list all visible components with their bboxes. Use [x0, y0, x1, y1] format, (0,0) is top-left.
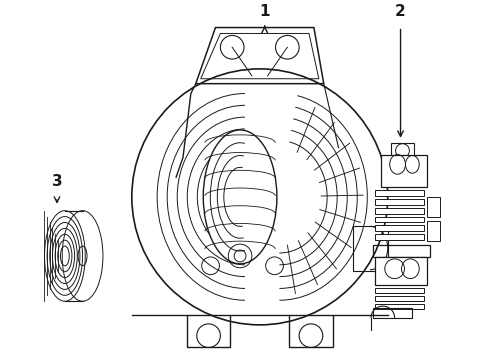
Circle shape: [132, 69, 388, 325]
Polygon shape: [381, 154, 427, 187]
Polygon shape: [375, 304, 424, 309]
Polygon shape: [375, 234, 424, 240]
Polygon shape: [375, 217, 424, 222]
Text: 1: 1: [259, 4, 270, 19]
Polygon shape: [375, 257, 427, 285]
Text: 3: 3: [51, 174, 62, 189]
Polygon shape: [375, 296, 424, 301]
Polygon shape: [375, 199, 424, 205]
Polygon shape: [375, 208, 424, 213]
Polygon shape: [375, 288, 424, 293]
Ellipse shape: [203, 130, 277, 264]
Text: 2: 2: [395, 4, 406, 19]
Polygon shape: [375, 190, 424, 196]
Polygon shape: [391, 143, 415, 157]
Polygon shape: [375, 225, 424, 231]
